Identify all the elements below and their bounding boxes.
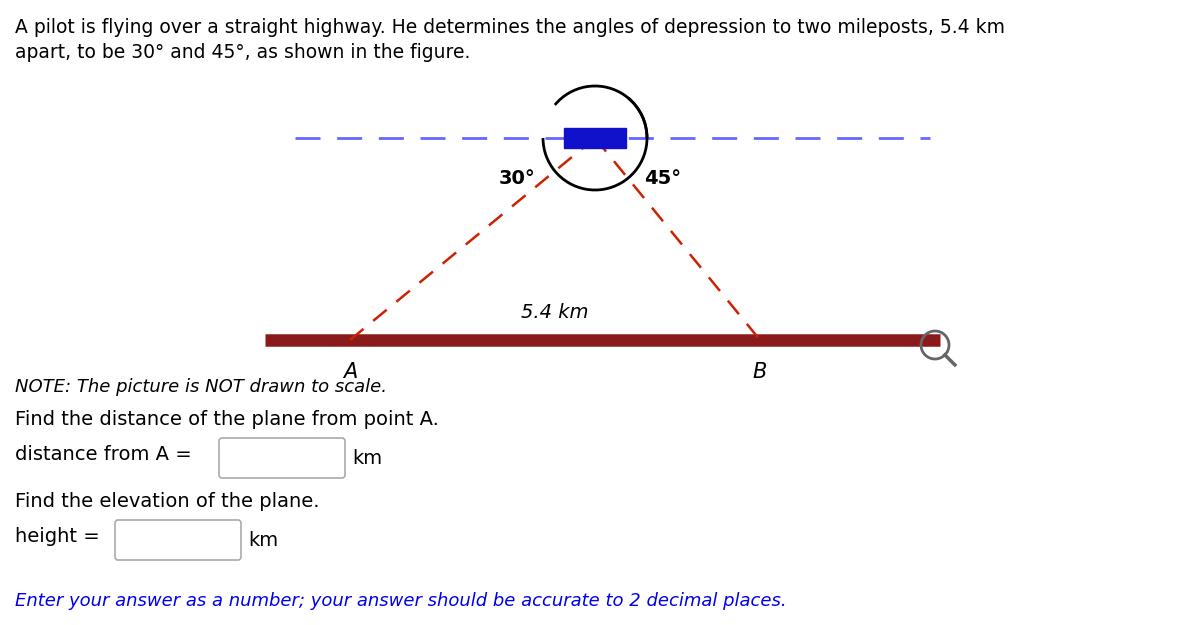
Text: B: B — [752, 362, 767, 382]
Text: Find the elevation of the plane.: Find the elevation of the plane. — [14, 492, 319, 511]
Text: 5.4 km: 5.4 km — [521, 302, 589, 321]
Text: distance from A =: distance from A = — [14, 445, 192, 464]
Text: 45°: 45° — [644, 169, 682, 187]
Text: km: km — [352, 449, 382, 468]
Bar — [564, 128, 626, 148]
FancyBboxPatch shape — [220, 438, 346, 478]
Text: A: A — [343, 362, 358, 382]
Text: Enter your answer as a number; your answer should be accurate to 2 decimal place: Enter your answer as a number; your answ… — [14, 592, 787, 610]
Text: A pilot is flying over a straight highway. He determines the angles of depressio: A pilot is flying over a straight highwa… — [14, 18, 1006, 62]
Text: height =: height = — [14, 527, 100, 546]
Text: 30°: 30° — [499, 169, 535, 187]
FancyBboxPatch shape — [115, 520, 241, 560]
Text: NOTE: The picture is NOT drawn to scale.: NOTE: The picture is NOT drawn to scale. — [14, 378, 386, 396]
Text: Find the distance of the plane from point A.: Find the distance of the plane from poin… — [14, 410, 439, 429]
Text: km: km — [248, 531, 278, 549]
